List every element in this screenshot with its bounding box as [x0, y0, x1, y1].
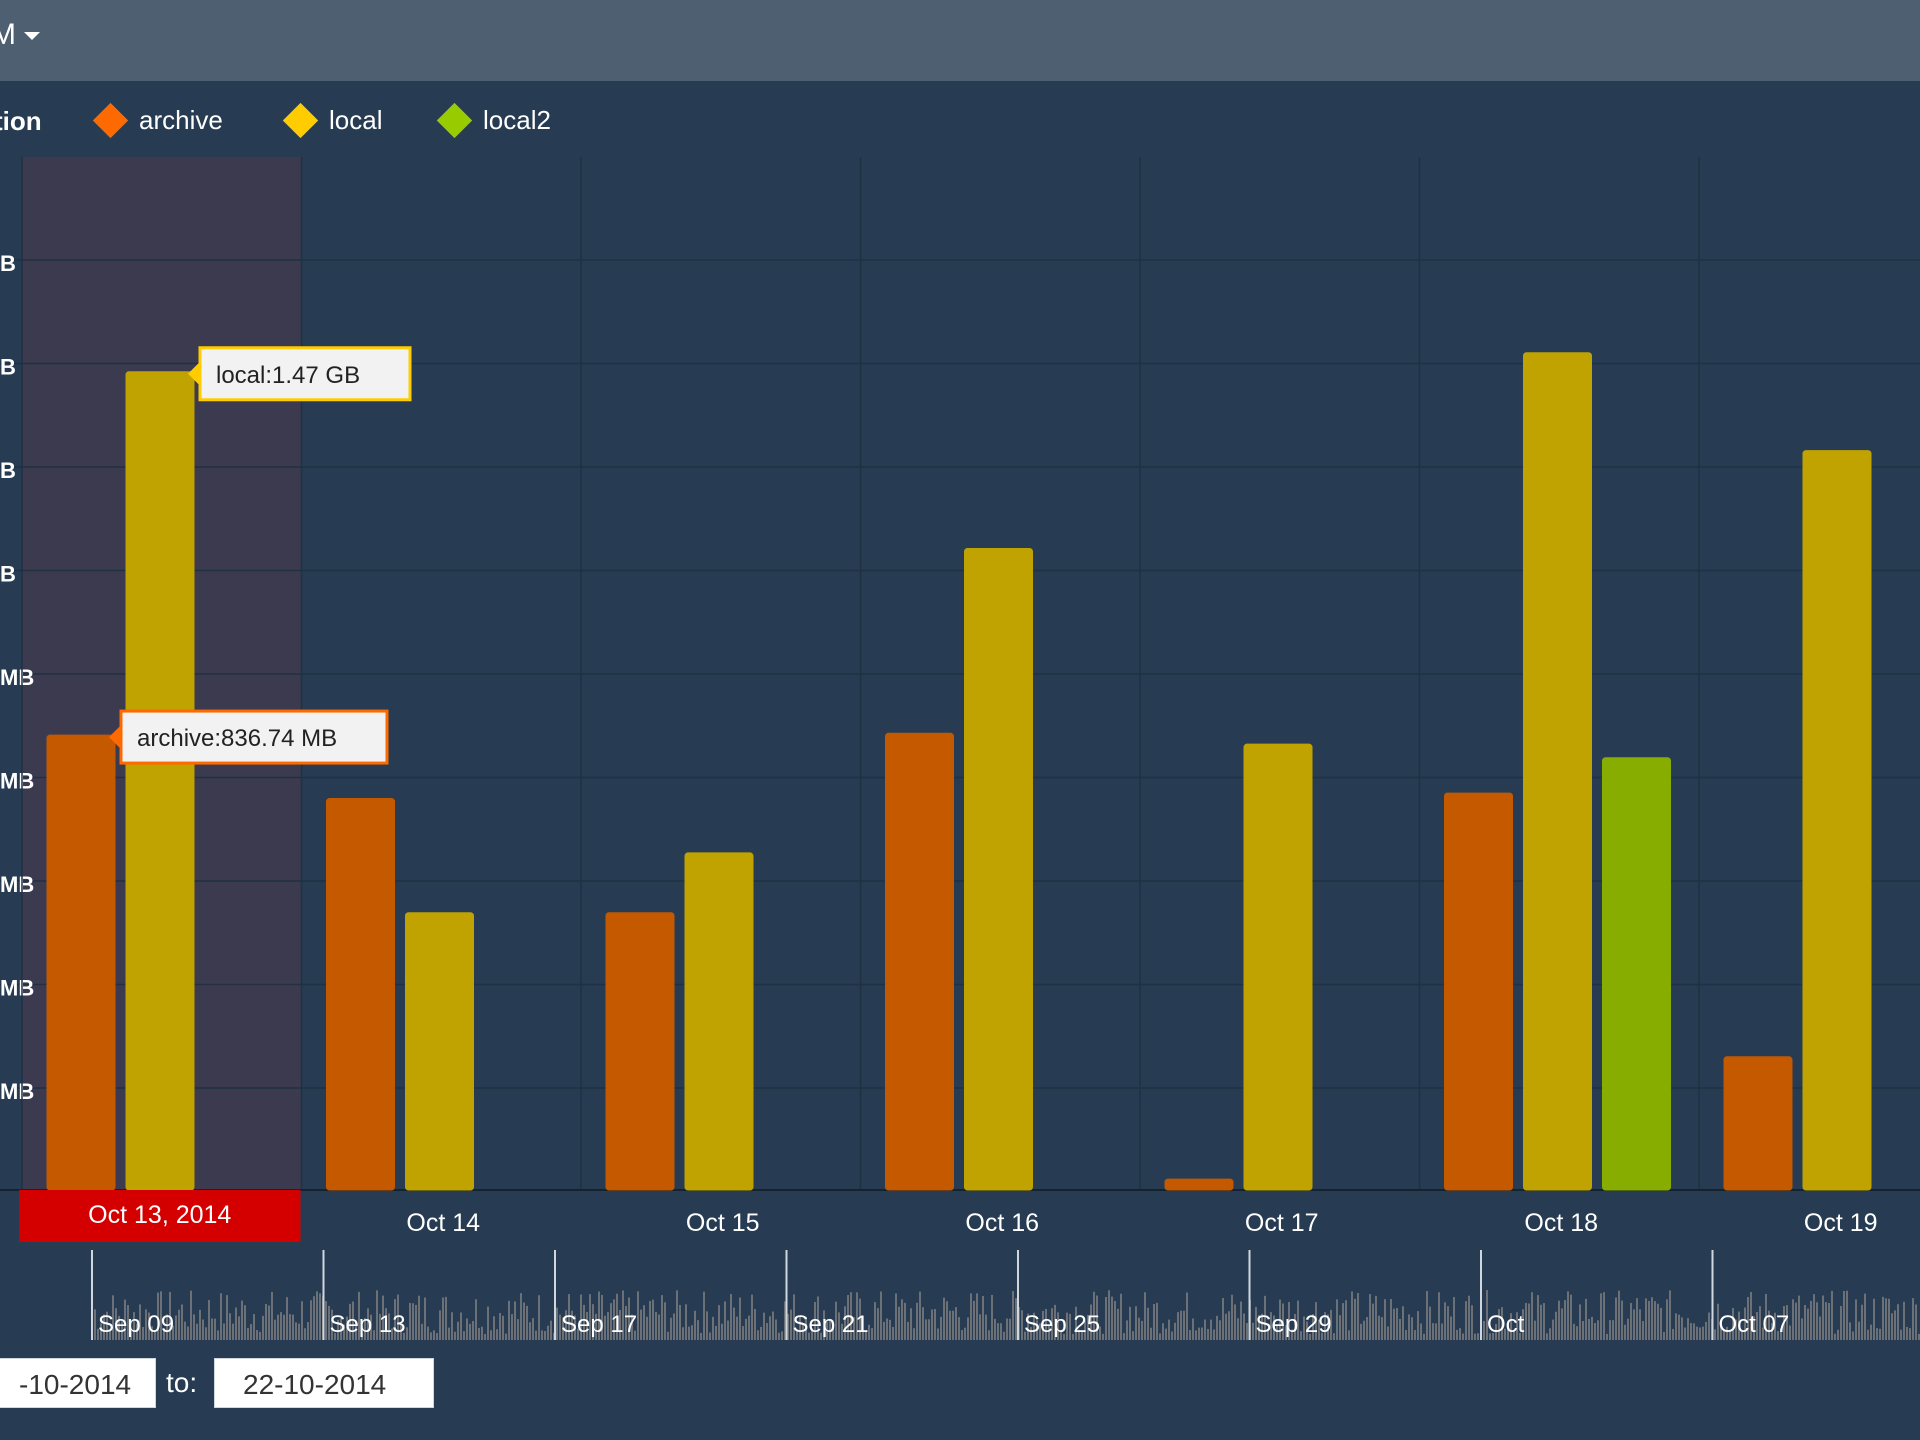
date-to-input[interactable]: 22-10-2014 — [214, 1358, 434, 1408]
bar-local — [1243, 743, 1313, 1191]
tooltip-box — [198, 346, 412, 402]
y-tick-label: MB — [0, 769, 34, 794]
top-bar: M — [0, 0, 1920, 81]
chevron-down-icon — [24, 32, 40, 41]
bar-local — [1523, 352, 1592, 1191]
x-tick-label: Oct 18 — [1524, 1209, 1598, 1237]
tooltip-box — [119, 709, 389, 765]
legend-label: archive — [139, 104, 223, 135]
tooltip-pointer — [109, 725, 121, 750]
navigator-label: Sep 29 — [1256, 1311, 1332, 1338]
navigator-label: Oct 07 — [1719, 1311, 1790, 1338]
bar-local — [1802, 450, 1872, 1191]
tooltip-text: archive:836.74 MB — [137, 725, 337, 752]
navigator-label: Sep 09 — [98, 1311, 174, 1338]
bar-archive — [1164, 1178, 1234, 1191]
y-tick-label: MB — [0, 1079, 34, 1104]
legend-item-archive[interactable]: archive — [92, 102, 223, 138]
bar-local — [405, 912, 474, 1191]
tooltip: archive:836.74 MB — [109, 709, 389, 765]
x-tick-label: Oct 16 — [965, 1209, 1039, 1237]
bar-archive — [46, 734, 116, 1191]
date-from-input[interactable]: -10-2014 — [0, 1358, 156, 1408]
bar-local — [684, 852, 754, 1191]
bar-archive — [885, 732, 954, 1191]
view-menu-button[interactable]: M — [0, 18, 40, 52]
bar-local — [125, 371, 195, 1191]
y-tick-label: B — [0, 251, 16, 276]
navigator-label: Sep 13 — [330, 1311, 406, 1338]
x-tick-label: Oct 14 — [406, 1209, 480, 1237]
view-menu-label: M — [0, 18, 16, 51]
selected-date-badge — [19, 1190, 301, 1242]
bar-archive — [1444, 792, 1513, 1191]
legend-bar — [0, 81, 1920, 157]
tooltip-text: local:1.47 GB — [216, 362, 360, 389]
bar-local — [964, 547, 1033, 1191]
x-tick-label: Oct 17 — [1245, 1209, 1319, 1237]
x-tick-label: Oct 19 — [1804, 1209, 1878, 1237]
x-tick-label: Oct 15 — [686, 1209, 760, 1237]
y-tick-label: MB — [0, 976, 34, 1001]
y-tick-label: B — [0, 562, 16, 587]
bar-local2 — [1602, 757, 1671, 1191]
bar-archive — [605, 912, 675, 1191]
y-tick-label: MB — [0, 872, 34, 897]
bar-archive — [326, 798, 395, 1191]
y-tick-label: MB — [0, 665, 34, 690]
date-to-label: to: — [166, 1367, 198, 1398]
legend-label: local2 — [483, 104, 551, 135]
navigator-label: Sep 25 — [1024, 1311, 1100, 1338]
legend-title: tion — [0, 106, 42, 136]
legend-item-local2[interactable]: local2 — [436, 102, 551, 138]
y-tick-label: B — [0, 355, 16, 380]
navigator-label: Sep 21 — [793, 1311, 869, 1338]
y-tick-label: B — [0, 458, 16, 483]
tooltip-pointer — [188, 361, 200, 386]
legend-item-local[interactable]: local — [282, 102, 383, 138]
navigator-label: Sep 17 — [561, 1311, 637, 1338]
navigator-label: Oct — [1487, 1311, 1525, 1338]
bar-archive — [1723, 1056, 1793, 1191]
x-tick-label: Oct 13, 2014 — [88, 1201, 231, 1229]
legend-label: local — [329, 104, 383, 135]
tooltip: local:1.47 GB — [188, 346, 412, 402]
